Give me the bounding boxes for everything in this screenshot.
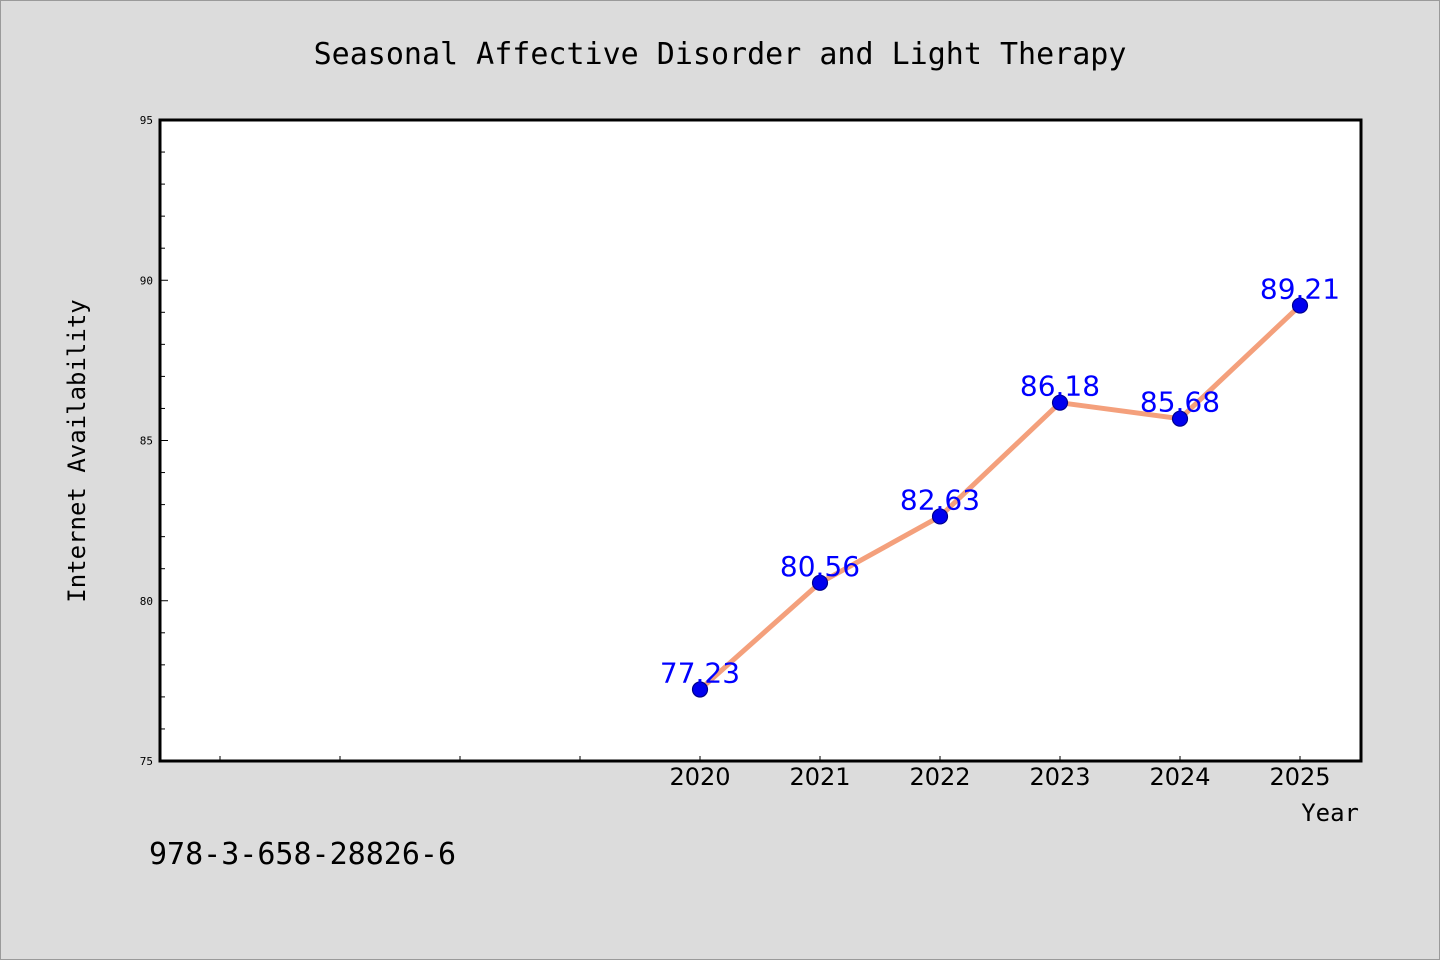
series-line bbox=[697, 303, 1303, 693]
plot-area bbox=[158, 118, 1363, 763]
y-tick-label: 95 bbox=[140, 114, 153, 127]
x-tick-label: 2021 bbox=[789, 763, 850, 791]
y-tick-label: 75 bbox=[140, 755, 153, 768]
y-tick-label: 85 bbox=[140, 435, 153, 448]
x-tick-label: 2023 bbox=[1029, 763, 1090, 791]
x-tick-label: 2020 bbox=[669, 763, 730, 791]
y-axis-label: Internet Availability bbox=[63, 299, 91, 602]
data-label: 82.63 bbox=[900, 483, 980, 516]
data-point bbox=[811, 574, 829, 591]
data-label: 77.23 bbox=[660, 657, 740, 690]
chart-title: Seasonal Affective Disorder and Light Th… bbox=[314, 37, 1127, 72]
x-axis-label: Year bbox=[1301, 799, 1359, 827]
x-tick-label: 2025 bbox=[1269, 763, 1330, 791]
series-layer: 77.23 80.56 82.63 86.18 85.68 89.21 bbox=[660, 273, 1340, 698]
data-point bbox=[1171, 410, 1189, 427]
x-tick-label: 2024 bbox=[1149, 763, 1210, 791]
x-tick-label: 2022 bbox=[909, 763, 970, 791]
data-label: 85.68 bbox=[1140, 386, 1220, 419]
y-tick-label: 80 bbox=[140, 595, 153, 608]
data-point bbox=[691, 681, 709, 698]
y-tick-label: 90 bbox=[140, 274, 153, 287]
x-axis-ticks: 2020 2021 2022 2023 2024 2025 bbox=[219, 756, 1331, 791]
isbn-text: 978-3-658-28826-6 bbox=[149, 837, 456, 872]
data-point bbox=[1051, 394, 1069, 411]
data-label: 89.21 bbox=[1260, 273, 1340, 306]
data-point bbox=[931, 508, 949, 525]
y-axis-ticks: 75 80 85 90 95 bbox=[140, 114, 168, 768]
data-point bbox=[1291, 297, 1309, 314]
data-label: 80.56 bbox=[780, 550, 860, 583]
data-label: 86.18 bbox=[1020, 370, 1100, 403]
